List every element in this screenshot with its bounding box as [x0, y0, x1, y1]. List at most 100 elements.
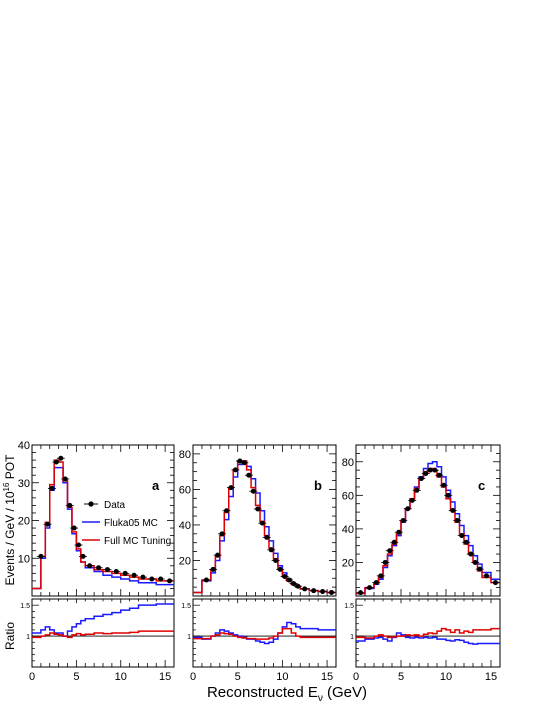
panel-a: 0 5 10 15 10 20 30 40 1 1.5 a [18, 440, 175, 683]
data-point [418, 476, 424, 482]
data-point [387, 548, 393, 554]
ratio-fluka [193, 621, 336, 645]
data-point [113, 568, 119, 574]
x-tick-label: 10 [440, 671, 452, 683]
y-tick-label: 20 [179, 555, 191, 567]
y-tick-label: 20 [18, 516, 30, 528]
data-point [302, 586, 308, 592]
data-point [414, 487, 420, 493]
data-point [149, 576, 155, 582]
x-tick-label: 10 [276, 671, 288, 683]
data-point [158, 576, 164, 582]
data-point [71, 525, 77, 531]
data-point [320, 589, 326, 595]
data-point [367, 585, 372, 591]
ratio-tuned [356, 627, 500, 639]
data-point [215, 552, 221, 558]
panel-label: b [314, 478, 322, 493]
data-point [291, 581, 297, 587]
data-point [450, 507, 456, 513]
panels: 0 5 10 15 10 20 30 40 1 1.5 a 0 5 10 15 20 40 60 80 1 1.5 b 0 5… [18, 440, 501, 683]
data-point [255, 506, 261, 512]
y-tick-label: 10 [18, 553, 30, 565]
ratio-tick-label: 1 [26, 634, 30, 641]
data-point [268, 547, 274, 553]
data-point [432, 467, 438, 473]
data-point [358, 590, 363, 596]
ratio-tick-label: 1.5 [20, 603, 30, 610]
data-point [203, 577, 209, 583]
legend-tuned-label: Full MC Tuning [104, 536, 171, 547]
y-axis-title-exponent: 16 [2, 482, 11, 491]
data-point [463, 539, 469, 545]
data-point [259, 520, 265, 526]
y-axis-title-unit: POT [3, 454, 17, 483]
data-point [484, 573, 489, 579]
data-point [382, 559, 388, 565]
data-point [405, 506, 411, 512]
data-point [445, 492, 451, 498]
data-point [228, 485, 234, 491]
y-tick-label: 40 [179, 520, 191, 532]
ratio-tick-label: 1 [350, 634, 354, 641]
x-tick-label: 5 [73, 671, 79, 683]
panel-label: c [478, 478, 485, 493]
data-point [250, 488, 256, 494]
ratio-tick-label: 1.5 [181, 603, 191, 610]
x-axis-title: Reconstructed Eν (GeV) [207, 684, 367, 704]
data-point [378, 573, 384, 579]
data-point [400, 518, 406, 523]
data-point [286, 577, 292, 583]
y-tick-label: 60 [179, 484, 191, 496]
data-point [45, 521, 51, 527]
ratio-tick-label: 1.5 [344, 603, 354, 610]
data-point [232, 467, 238, 473]
data-point [76, 542, 82, 548]
data-point [477, 566, 483, 572]
x-tick-label: 5 [235, 671, 241, 683]
ratio-fluka [32, 603, 174, 637]
data-point [423, 471, 429, 477]
data-point [311, 588, 317, 594]
data-point [104, 567, 110, 573]
data-point [241, 460, 247, 466]
data-point [122, 570, 128, 576]
x-tick-label: 0 [353, 671, 359, 683]
data-point [167, 578, 173, 584]
data-point [282, 573, 288, 579]
ratio-tuned [32, 630, 174, 639]
panel-label: a [152, 478, 160, 493]
panel-b: 0 5 10 15 20 40 60 80 1 1.5 b [179, 444, 337, 683]
data-point [49, 485, 55, 491]
data-point [80, 553, 86, 559]
x-tick-label: 15 [321, 671, 333, 683]
y-tick-label: 20 [342, 557, 354, 569]
data-point [219, 531, 225, 537]
data-point [58, 455, 64, 461]
x-axis-title-subscript: ν [318, 693, 323, 704]
ratio-tick-label: 1 [187, 634, 191, 641]
legend-fluka-label: Fluka05 MC [104, 518, 158, 529]
x-tick-label: 0 [29, 671, 35, 683]
data-point [373, 580, 379, 586]
data-point [62, 476, 68, 482]
data-point [273, 557, 279, 563]
data-point [409, 497, 415, 503]
data-point [396, 529, 402, 535]
ratio-fluka [356, 632, 500, 645]
data-point [131, 572, 137, 578]
data-point [436, 472, 442, 478]
y-tick-label: 60 [342, 490, 354, 502]
y-tick-label: 80 [179, 449, 191, 461]
data-point [38, 553, 44, 559]
data-point [237, 458, 243, 464]
data-point [140, 574, 146, 580]
data-point [264, 534, 270, 540]
panel-c: 0 5 10 15 20 40 60 80 1 1.5 c [342, 444, 501, 683]
data-point [96, 565, 102, 571]
x-tick-label: 15 [485, 671, 497, 683]
data-point [468, 551, 474, 557]
y-tick-label: 40 [18, 440, 30, 452]
data-point [459, 533, 465, 539]
